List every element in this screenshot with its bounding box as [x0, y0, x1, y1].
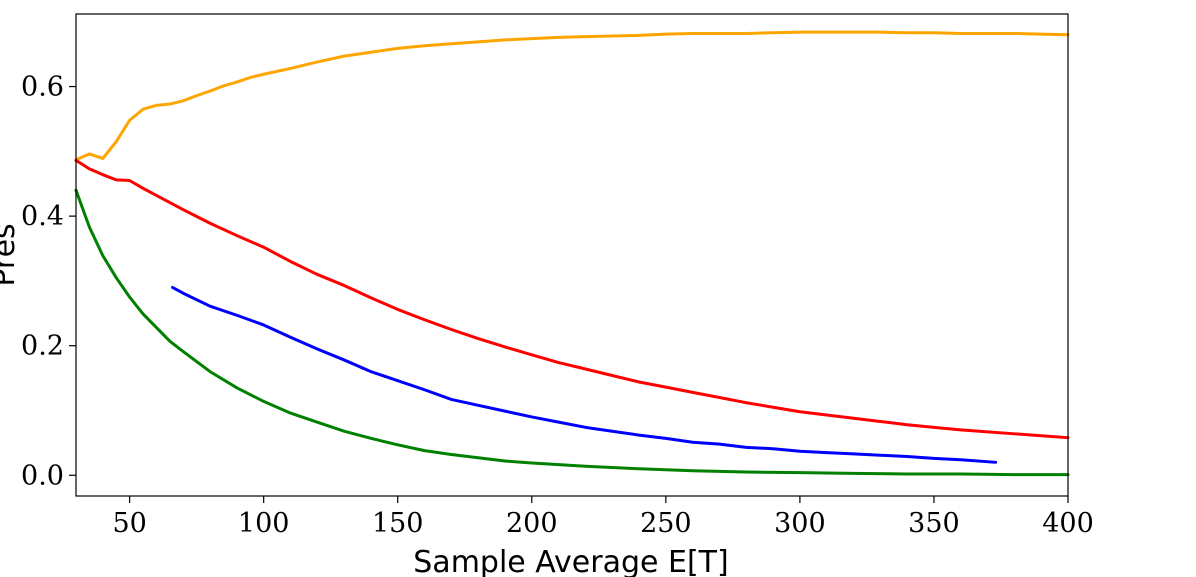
- plot-frame: [75, 13, 1069, 497]
- x-tick-label: 150: [372, 508, 424, 539]
- series-line-1: [74, 30, 1070, 162]
- series-line-4: [74, 188, 1070, 477]
- x-tick-label: 100: [238, 508, 290, 539]
- y-axis-label: Pres: [0, 223, 22, 286]
- x-tick-label: 200: [506, 508, 558, 539]
- y-tick-label: 0.0: [21, 460, 64, 491]
- y-tick-label: 0.4: [21, 201, 64, 232]
- series-line-2: [74, 158, 1070, 440]
- x-tick-label: 250: [640, 508, 692, 539]
- y-tick-label: 0.2: [21, 331, 64, 362]
- x-tick-label: 50: [112, 508, 146, 539]
- x-axis-ticks: 50 100 150 200 250 300 350 400: [112, 496, 1094, 539]
- x-tick-label: 400: [1042, 508, 1094, 539]
- series-layer: [74, 30, 1070, 477]
- y-tick-label: 0.6: [21, 72, 64, 103]
- x-axis-label: Sample Average E[T]: [413, 545, 728, 577]
- x-tick-label: 350: [908, 508, 960, 539]
- y-axis-ticks: 0.0 0.2 0.4 0.6: [21, 72, 76, 491]
- series-line-3: [171, 285, 998, 464]
- x-tick-label: 300: [774, 508, 826, 539]
